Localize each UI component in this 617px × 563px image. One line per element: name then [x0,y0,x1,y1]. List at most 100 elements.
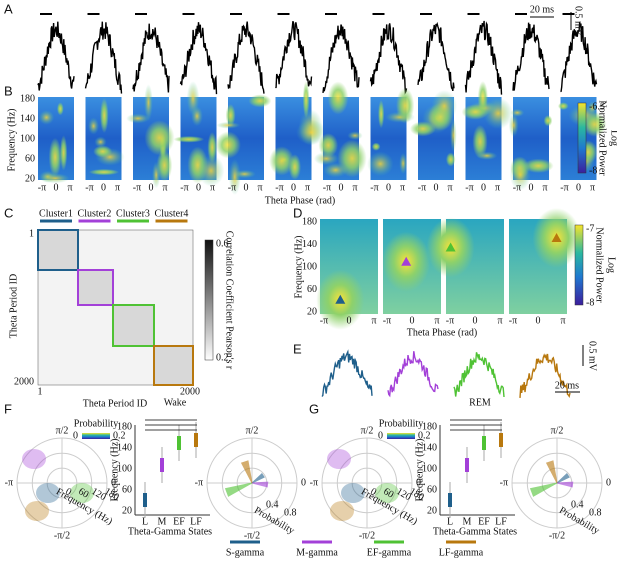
scalebar-label: 0.5 mV [573,6,584,37]
angle-label: 0 [301,477,306,488]
x-tick-label: -π [370,182,378,193]
heatmap-blob [337,139,367,178]
heatmap-blob [186,81,200,116]
x-tick-label: L [142,516,148,527]
angle-label: -π [5,477,13,488]
x-tick-label: 0 [481,182,486,193]
colorbar-label: Normalized Power [597,100,608,176]
x-tick-label: 0 [386,182,391,193]
lfp-trace [84,21,123,94]
angle-label: π/2 [56,425,69,436]
density-blob [70,483,94,503]
y-tick-label: 180 [20,93,35,104]
x-tick-label: L [447,516,453,527]
axis-label: Theta-Gamma States [433,526,517,537]
gamma-trace [387,351,439,398]
radial-tick: 60 [381,486,395,501]
x-tick-label: -π [275,182,283,193]
heatmap-blob [197,155,225,187]
colorbar-tick: -6.5 [589,101,605,112]
heatmap-blob [476,151,498,160]
x-tick-label: -π [509,315,517,326]
axis-label: Theta Period ID [83,398,147,409]
x-tick-label: π [560,315,565,326]
heatmap-blob [269,146,295,176]
legend-label: EF-gamma [367,547,412,558]
rose-wedge [224,482,253,497]
angle-label: 0 [416,477,421,488]
x-tick-label: π [447,182,452,193]
colorbar-tick: 0.2 [418,430,431,441]
legend-label: Cluster3 [116,208,150,219]
lfp-trace [37,21,75,91]
heatmap-blob [40,173,70,184]
colorbar-label: Correlation Coefficient Pearson's r [224,231,235,370]
radial-tick: 0.4 [571,499,584,510]
y-tick-label: 100 [422,463,437,474]
x-tick-label: π [497,315,502,326]
colorbar-tick: 0.2 [113,430,126,441]
heatmap-blob [48,137,62,177]
colorbar-label: Probability [379,418,423,429]
radial-tick: 0.4 [266,499,279,510]
cluster-box [153,345,194,386]
heatmap-blob [126,113,150,124]
heatmap-blob [587,101,597,115]
heatmap-blob [543,115,553,127]
x-tick-label: LF [495,516,507,527]
cluster-box [77,269,114,306]
y-tick-label: 100 [302,261,317,272]
heatmap-blob [144,84,153,121]
heatmap-blob [450,118,457,153]
box [160,458,164,472]
y-tick-label: 100 [20,133,35,144]
angle-label: 0 [111,477,116,488]
heatmap-blob [302,81,310,119]
axis-label: Theta Phase (rad) [407,327,478,338]
heatmap-blob [99,98,109,134]
y-tick-label: 20 [307,306,317,317]
colorbar-label: Normalized Power [594,227,605,303]
y-tick-label: 20 [122,505,132,516]
colorbar-scale: Log [606,257,617,273]
heatmap-blob [296,119,327,146]
density-blob [341,483,365,503]
x-tick-label: -π [228,182,236,193]
heatmap-blob [225,103,236,127]
heatmap-blob [347,131,363,141]
x-tick-label: EF [173,516,185,527]
lfp-trace [560,21,598,93]
panel-label: D [293,205,302,220]
axis-label: Frequency (Hz) [6,108,17,171]
heatmap-blob [216,121,241,129]
box [499,433,503,447]
y-tick-label: 180 [302,216,317,227]
heatmap-blob [367,151,394,177]
heatmap-blob [318,133,339,158]
x-tick-label: -π [320,315,328,326]
box [143,493,147,507]
gamma-trace [519,353,571,399]
axis-label: Theta-Gamma States [128,526,212,537]
x-tick-label: LF [190,516,202,527]
angle-label: -π/2 [359,530,375,541]
panel-title: REM [469,397,491,408]
density-blob [375,483,399,503]
radial-tick: 0.8 [284,507,297,518]
colorbar [577,102,587,174]
x-tick-label: -π [513,182,521,193]
x-tick-label: π [67,182,72,193]
heatmap-blob [173,136,205,143]
cluster-box [112,304,155,347]
colorbar-tick: -8 [589,165,597,176]
heatmap-blob [88,168,120,176]
x-tick-label: π [257,182,262,193]
heatmap-blob [510,108,525,117]
legend-label: Cluster2 [78,208,112,219]
heatmap-blob [508,113,519,137]
y-tick-label: 180 [117,421,132,432]
gamma-trace [321,349,373,397]
x-tick-label: 0 [291,182,296,193]
heatmap-blob [472,124,488,159]
